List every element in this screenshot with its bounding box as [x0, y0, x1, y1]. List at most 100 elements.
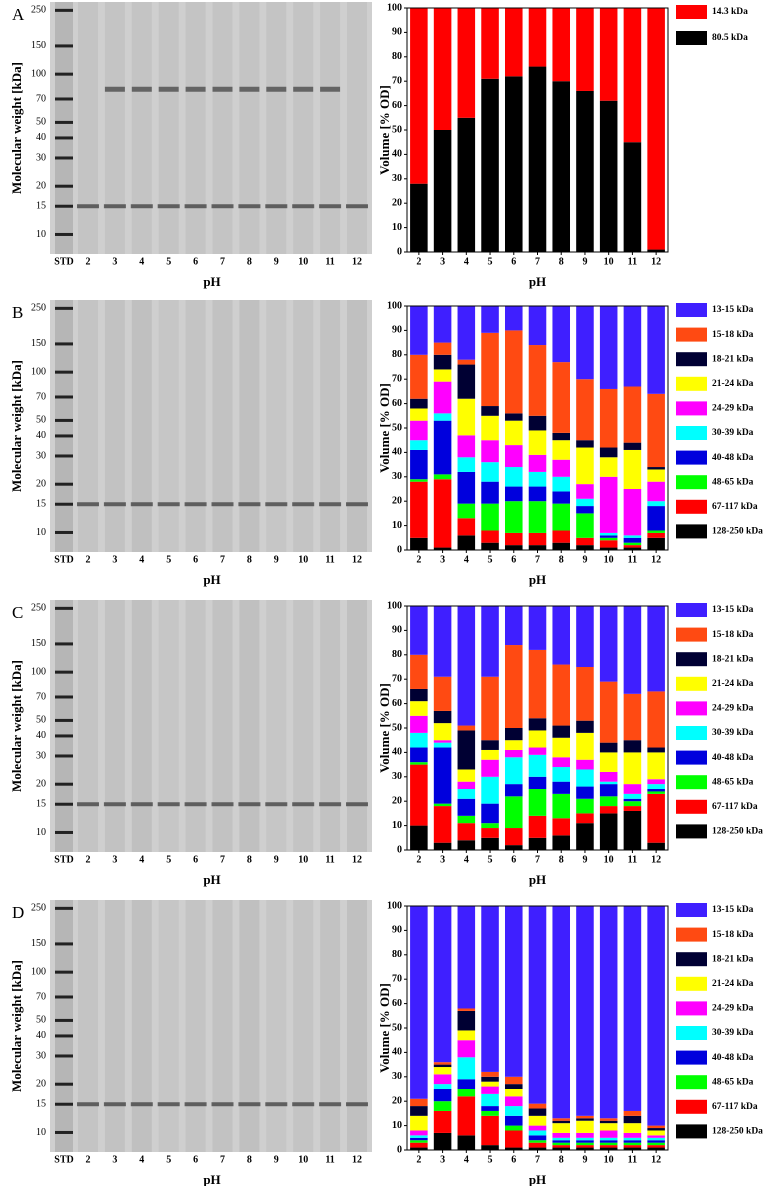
y-tick-label: 80: [392, 949, 402, 960]
bar-segment: [599, 1140, 618, 1143]
bar-segment: [457, 535, 476, 550]
bar-segment: [504, 1130, 523, 1148]
legend-swatch: [676, 401, 707, 416]
bar-segment: [457, 1096, 476, 1136]
y-tick-label: 30: [36, 152, 46, 163]
gel-band: [211, 502, 234, 507]
bar-segment: [647, 606, 665, 692]
bar-segment: [433, 8, 452, 130]
bar-segment: [647, 791, 665, 794]
bar-segment: [552, 459, 571, 477]
y-tick-label: 15: [36, 499, 46, 510]
y-tick-label: 10: [36, 527, 46, 538]
y-tick-label: 100: [31, 966, 46, 977]
bar-segment: [599, 771, 618, 782]
gel-lane: [131, 2, 152, 254]
gel-band: [157, 1102, 180, 1107]
marker-band: [55, 530, 73, 534]
gel-lane: [320, 2, 341, 254]
marker-lane: [55, 600, 73, 852]
bar-segment: [457, 503, 476, 519]
bar-segment: [433, 130, 452, 252]
y-tick-label: 80: [392, 649, 402, 660]
bar-segment: [504, 828, 523, 846]
bar-segment: [528, 1147, 547, 1150]
bar-segment: [623, 793, 642, 799]
lane-label: 4: [139, 854, 144, 865]
x-tick-label: 7: [535, 256, 540, 267]
bar-segment: [576, 513, 594, 538]
marker-lane: [55, 300, 73, 552]
marker-band: [55, 482, 73, 486]
bar-segment: [481, 306, 499, 333]
bar-segment: [504, 1115, 523, 1126]
bar-segment: [481, 462, 499, 482]
legend-label: 80.5 kDa: [712, 33, 748, 43]
bar-segment: [623, 1142, 642, 1146]
marker-band: [55, 1130, 73, 1134]
bar-segment: [528, 345, 547, 416]
bar-segment: [481, 542, 499, 550]
bar-segment: [647, 1128, 665, 1131]
y-tick-label: 150: [31, 938, 46, 949]
bar-segment: [481, 332, 499, 407]
bar-segment: [481, 749, 499, 760]
bar-segment: [647, 467, 665, 470]
bar-segment: [552, 835, 571, 850]
bar-segment: [647, 530, 665, 533]
bar-segment: [457, 1040, 476, 1058]
gel-lane: [266, 900, 287, 1152]
bar-segment: [623, 740, 642, 753]
y-tick-label: 250: [31, 903, 46, 914]
bar-segment: [623, 1140, 642, 1143]
gel-band: [238, 802, 261, 807]
y-tick-label: 10: [392, 520, 402, 531]
y-tick-label: 20: [392, 795, 402, 806]
bar-segment: [576, 1118, 594, 1121]
bar-segment: [504, 740, 523, 750]
y-tick-label: 40: [392, 747, 402, 758]
lane-label: 12: [352, 854, 362, 865]
bar-segment: [504, 330, 523, 414]
gel-lane: [293, 900, 314, 1152]
x-tick-label: 8: [559, 256, 564, 267]
x-tick-label: 11: [628, 854, 637, 865]
bar-segment: [433, 1084, 452, 1089]
bar-segment: [457, 117, 476, 252]
y-axis-title: Molecular weight [kDa]: [9, 360, 24, 492]
y-tick-label: 0: [397, 844, 402, 855]
bar-segment: [552, 906, 571, 1119]
legend-label: 128-250 kDa: [712, 527, 763, 537]
bar-segment: [599, 906, 618, 1119]
bar-segment: [481, 440, 499, 463]
bar-segment: [528, 66, 547, 252]
marker-band: [55, 1102, 73, 1106]
marker-band: [55, 370, 73, 374]
gel-lane: [212, 600, 233, 852]
gel-lane: [293, 300, 314, 552]
bar-segment: [528, 1142, 547, 1148]
gel-lane: [158, 2, 179, 254]
bar-segment: [528, 906, 547, 1104]
gel-lane: [158, 900, 179, 1152]
bar-segment: [623, 449, 642, 489]
y-tick-label: 50: [36, 415, 46, 426]
marker-band: [55, 1082, 73, 1086]
x-axis-title: pH: [203, 872, 220, 887]
bar-segment: [433, 369, 452, 382]
bar-segment: [433, 906, 452, 1063]
gel-band: [346, 802, 368, 807]
lane-label: 7: [220, 1154, 225, 1165]
bar-segment: [623, 386, 642, 443]
bar-segment: [552, 725, 571, 738]
bar-segment: [623, 1137, 642, 1141]
bar-segment: [410, 747, 428, 763]
bar-segment: [410, 715, 428, 733]
bar-segment: [504, 1084, 523, 1089]
gel-lane: [347, 900, 367, 1152]
lane-label: 7: [220, 854, 225, 865]
bar-segment: [647, 306, 665, 394]
y-tick-label: 80: [392, 51, 402, 62]
x-tick-label: 2: [416, 1154, 421, 1165]
bar-segment: [647, 752, 665, 780]
